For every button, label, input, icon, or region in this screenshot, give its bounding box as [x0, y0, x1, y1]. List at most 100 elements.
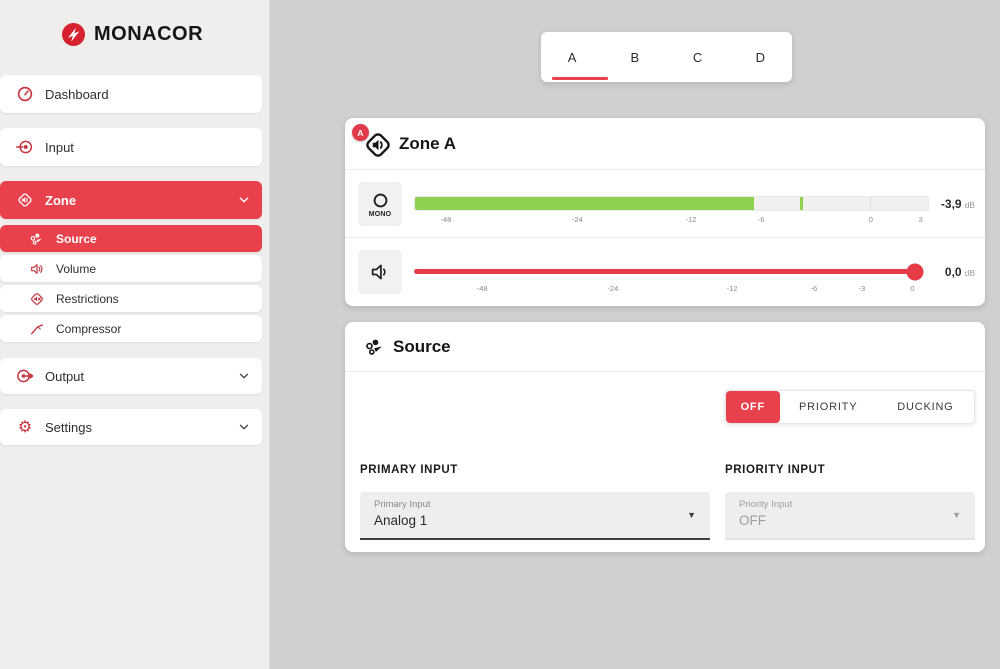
meter-scale: -48 -24 -12 -6 0 3 [414, 215, 929, 225]
sidebar-item-settings[interactable]: ⚙ Settings [0, 409, 262, 445]
volume-value: 0,0 dB [917, 265, 975, 279]
tab-zone-a[interactable]: A [541, 32, 608, 82]
mono-button-label: MONO [368, 210, 392, 218]
sidebar-item-output[interactable]: Output [0, 358, 262, 394]
sidebar-item-label: Dashboard [45, 86, 109, 102]
primary-input-field-label: Primary Input [374, 499, 431, 510]
chevron-down-icon [237, 420, 251, 434]
tick-label: -6 [810, 284, 818, 293]
meter-zero-mark [870, 197, 872, 210]
zone-badge: A [352, 124, 369, 141]
sidebar-item-volume[interactable]: Volume [0, 255, 262, 282]
level-meter-fill [415, 197, 754, 210]
tick-label: -48 [476, 284, 488, 293]
tab-label: A [567, 49, 577, 65]
volume-value-number: 0,0 [944, 265, 962, 279]
mono-circle-icon [373, 193, 387, 207]
chevron-down-icon [237, 193, 251, 207]
level-meter-peak [799, 197, 803, 210]
sidebar-item-label: Volume [56, 261, 97, 276]
volume-slider-row: -48 -24 -12 -6 -3 0 0,0 dB [345, 238, 985, 306]
tick-label: -12 [726, 284, 738, 293]
sidebar-item-label: Input [45, 139, 74, 155]
volume-scale: -48 -24 -12 -6 -3 0 [414, 284, 915, 294]
dropdown-caret-icon: ▼ [952, 510, 961, 520]
tick-label: 3 [918, 215, 923, 224]
tick-label: -12 [685, 215, 697, 224]
input-icon [16, 138, 34, 156]
sidebar-item-input[interactable]: Input [0, 128, 262, 166]
sidebar-item-restrictions[interactable]: Restrictions [0, 285, 262, 312]
dashboard-icon [16, 85, 34, 103]
mono-button[interactable]: MONO [358, 182, 402, 226]
tick-label: 0 [910, 284, 915, 293]
zone-title: Zone A [399, 134, 456, 153]
output-icon [16, 367, 34, 385]
sidebar-item-label: Compressor [56, 321, 122, 336]
source-card: Source OFF PRIORITY DUCKING PRIMARY INPU… [345, 322, 985, 552]
mode-off-button[interactable]: OFF [726, 391, 780, 423]
tick-label: -3 [858, 284, 866, 293]
tick-label: -6 [757, 215, 765, 224]
tick-label: -48 [440, 215, 452, 224]
sidebar-item-zone[interactable]: Zone [0, 181, 262, 219]
sidebar-item-label: Source [56, 231, 97, 246]
restrictions-icon [29, 291, 45, 307]
source-icon [364, 336, 386, 358]
volume-icon [29, 261, 45, 277]
volume-slider-thumb[interactable] [906, 263, 924, 280]
primary-input-heading: PRIMARY INPUT [360, 464, 458, 476]
speaker-icon [371, 264, 386, 280]
tick-label: 0 [868, 215, 873, 224]
tab-label: D [755, 49, 766, 65]
priority-input-field-label: Priority Input [739, 499, 793, 510]
primary-input-value: Analog 1 [374, 513, 428, 528]
source-mode-toggle: OFF PRIORITY DUCKING [725, 390, 975, 424]
brand-name: MONACOR [94, 23, 204, 45]
volume-value-unit: dB [964, 268, 975, 278]
level-meter [414, 196, 929, 211]
mode-priority-button[interactable]: PRIORITY [798, 401, 858, 413]
zone-a-card: A Zone A MONO -48 -24 -12 -6 0 3 -3,9 dB [345, 118, 985, 306]
level-value-unit: dB [964, 200, 975, 210]
zone-tab-bar: A B C D [541, 32, 792, 82]
tick-label: -24 [607, 284, 619, 293]
volume-slider[interactable] [414, 263, 924, 280]
level-value-number: -3,9 [940, 197, 962, 211]
sidebar-item-label: Zone [45, 192, 77, 208]
level-value: -3,9 dB [917, 197, 975, 211]
sidebar: MONACOR Dashboard Input Zone Source Volu… [0, 0, 270, 669]
dropdown-caret-icon: ▼ [687, 510, 696, 520]
mode-ducking-button[interactable]: DUCKING [897, 401, 954, 413]
sidebar-item-dashboard[interactable]: Dashboard [0, 75, 262, 113]
sidebar-item-compressor[interactable]: Compressor [0, 315, 262, 342]
level-meter-row: MONO -48 -24 -12 -6 0 3 -3,9 dB [345, 170, 985, 238]
sidebar-item-label: Settings [45, 419, 92, 435]
chevron-down-icon [237, 369, 251, 383]
sidebar-item-label: Restrictions [56, 291, 119, 306]
zone-card-header: A Zone A [345, 118, 985, 170]
tab-label: B [630, 49, 640, 65]
primary-input-select[interactable]: Primary Input Analog 1 ▼ [360, 492, 710, 540]
source-icon [29, 231, 45, 247]
zone-speaker-icon [363, 130, 393, 160]
sidebar-item-source[interactable]: Source [0, 225, 262, 252]
zone-icon [16, 191, 34, 209]
source-title: Source [393, 337, 451, 356]
monacor-logo-icon [62, 23, 85, 46]
source-card-header: Source [345, 322, 985, 372]
gear-icon: ⚙ [17, 417, 33, 436]
tab-zone-c[interactable]: C [667, 32, 730, 82]
brand-logo: MONACOR [62, 23, 203, 46]
active-tab-indicator [552, 77, 608, 80]
sidebar-item-label: Output [45, 368, 85, 384]
compressor-icon [29, 321, 45, 337]
tab-zone-b[interactable]: B [604, 32, 667, 82]
priority-input-heading: PRIORITY INPUT [725, 464, 826, 476]
speaker-mute-button[interactable] [358, 250, 402, 294]
tab-label: C [692, 49, 703, 65]
tick-label: -24 [571, 215, 583, 224]
priority-input-value: OFF [739, 513, 766, 528]
priority-input-select[interactable]: Priority Input OFF ▼ [725, 492, 975, 540]
tab-zone-d[interactable]: D [729, 32, 792, 82]
